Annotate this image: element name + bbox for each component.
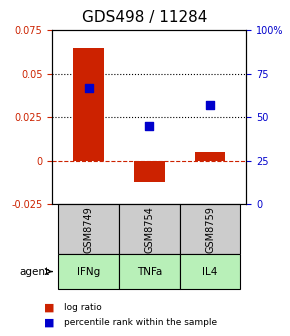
FancyBboxPatch shape — [180, 204, 240, 254]
Text: GSM8754: GSM8754 — [144, 206, 154, 253]
Text: ■: ■ — [44, 302, 54, 312]
FancyBboxPatch shape — [119, 254, 180, 289]
Bar — [134, 161, 164, 182]
Text: IL4: IL4 — [202, 266, 218, 277]
Text: GSM8749: GSM8749 — [84, 206, 94, 253]
Point — [208, 102, 212, 108]
Text: IFNg: IFNg — [77, 266, 100, 277]
Text: TNFa: TNFa — [137, 266, 162, 277]
FancyBboxPatch shape — [58, 204, 119, 254]
Text: percentile rank within the sample: percentile rank within the sample — [64, 318, 217, 327]
Bar — [73, 48, 104, 161]
Point — [86, 85, 91, 90]
FancyBboxPatch shape — [119, 204, 180, 254]
Text: GSM8759: GSM8759 — [205, 206, 215, 253]
Text: GDS498 / 11284: GDS498 / 11284 — [82, 10, 208, 25]
FancyBboxPatch shape — [180, 254, 240, 289]
Text: ■: ■ — [44, 318, 54, 328]
Text: log ratio: log ratio — [64, 303, 102, 312]
Bar — [195, 152, 225, 161]
FancyBboxPatch shape — [58, 254, 119, 289]
Point — [147, 123, 152, 129]
Text: agent: agent — [19, 266, 49, 277]
